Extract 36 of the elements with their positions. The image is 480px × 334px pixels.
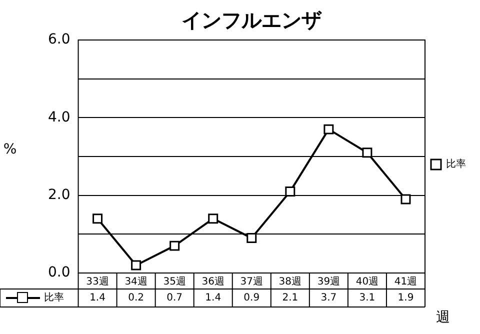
x-tick-label: 36週 [202, 276, 224, 288]
data-label: 2.1 [282, 292, 298, 304]
y-tick-label: 2.0 [48, 186, 70, 203]
point [285, 186, 296, 196]
text: 比率 [44, 292, 64, 304]
y-tick-label: 4.0 [48, 109, 70, 126]
data-label: 1.4 [90, 292, 106, 304]
point [131, 260, 142, 270]
point [246, 233, 257, 244]
data-label: 0.2 [128, 292, 144, 304]
x-tick-label: 33週 [86, 276, 109, 288]
data-label: 0.9 [244, 292, 260, 304]
y-tick-label: 0.0 [48, 264, 70, 281]
x-tick-label: 34週 [124, 276, 148, 288]
data-label: 3.1 [359, 292, 376, 304]
x-axis-title: 週 [436, 310, 450, 326]
point [170, 240, 180, 251]
x-tick-label: 40週 [356, 276, 379, 288]
point [400, 194, 411, 204]
x-tick-label: 35週 [163, 276, 186, 288]
legend-label: 比率 [446, 158, 466, 170]
data-label: 3.7 [320, 292, 337, 304]
point [324, 124, 334, 134]
data-label: 1.9 [398, 292, 414, 304]
x-tick-label: 38週 [278, 276, 302, 288]
data-label: 1.4 [205, 292, 222, 304]
y-tick-label: 6.0 [48, 32, 70, 48]
x-tick-label: 41週 [394, 276, 418, 288]
point [362, 148, 372, 158]
x-tick-label: 39週 [317, 276, 340, 288]
point [92, 214, 103, 224]
point [208, 214, 218, 224]
x-tick-label: 37週 [240, 276, 263, 288]
y-axis-title: % [3, 142, 17, 158]
data-label: 0.7 [166, 292, 183, 304]
chart-title: インフルエンザ [182, 8, 323, 32]
